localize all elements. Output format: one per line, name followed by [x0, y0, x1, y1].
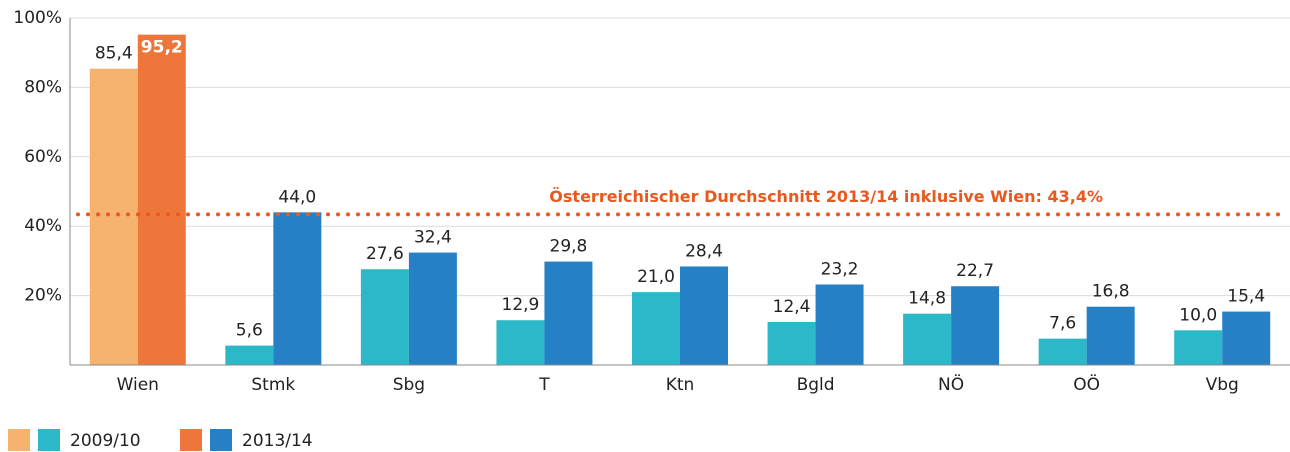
x-tick-label: Bgld	[797, 375, 835, 395]
bar	[408, 252, 457, 365]
bar	[680, 266, 728, 365]
y-tick-label: 80%	[24, 77, 62, 97]
bar	[1222, 311, 1271, 365]
y-tick-label: 40%	[24, 216, 62, 236]
x-tick-label: OÖ	[1073, 373, 1100, 395]
x-tick-label: NÖ	[938, 373, 964, 395]
x-tick-label: Stmk	[251, 375, 295, 395]
y-tick-label: 20%	[24, 286, 62, 306]
x-tick-label: Sbg	[393, 375, 425, 395]
bar	[903, 313, 952, 365]
value-label: 12,4	[773, 297, 811, 317]
bar	[632, 292, 680, 365]
legend-swatch	[8, 429, 30, 451]
value-label: 7,6	[1049, 314, 1076, 334]
y-tick-label: 100%	[13, 8, 62, 28]
bar	[815, 284, 864, 365]
value-label: 15,4	[1227, 287, 1265, 307]
x-tick-label: Vbg	[1206, 375, 1239, 395]
bar	[1086, 306, 1135, 365]
value-label: 22,7	[956, 261, 994, 281]
bar	[360, 269, 409, 365]
bar	[544, 261, 593, 365]
value-label: 16,8	[1092, 282, 1130, 302]
x-tick-label: Wien	[117, 375, 159, 395]
bar	[1174, 330, 1223, 365]
reference-label: Österreichischer Durchschnitt 2013/14 in…	[549, 187, 1103, 206]
bar	[951, 286, 1000, 365]
bar	[137, 34, 186, 365]
value-label: 12,9	[502, 295, 540, 315]
x-tick-label: T	[538, 375, 550, 395]
bar	[273, 212, 322, 365]
value-label: 23,2	[821, 259, 859, 279]
bar	[496, 320, 545, 365]
bar	[767, 321, 816, 365]
legend-label: 2009/10	[70, 431, 141, 451]
value-label: 14,8	[908, 289, 946, 309]
value-label: 28,4	[685, 241, 723, 261]
bar	[89, 68, 138, 366]
x-tick-label: Ktn	[666, 375, 695, 395]
value-label: 32,4	[414, 228, 452, 248]
y-tick-label: 60%	[24, 147, 62, 167]
value-label: 95,2	[141, 38, 183, 58]
value-label: 5,6	[236, 321, 263, 341]
value-label: 29,8	[550, 237, 588, 257]
bar	[1038, 338, 1087, 365]
value-label: 27,6	[366, 244, 404, 264]
value-label: 10,0	[1179, 305, 1217, 325]
value-label: 21,0	[637, 267, 675, 287]
value-label: 44,0	[278, 187, 316, 207]
legend-swatch	[210, 429, 232, 451]
bar	[225, 345, 274, 365]
legend-swatch	[38, 429, 60, 451]
value-label: 85,4	[95, 44, 133, 64]
legend-swatch	[180, 429, 202, 451]
legend-label: 2013/14	[242, 431, 313, 451]
